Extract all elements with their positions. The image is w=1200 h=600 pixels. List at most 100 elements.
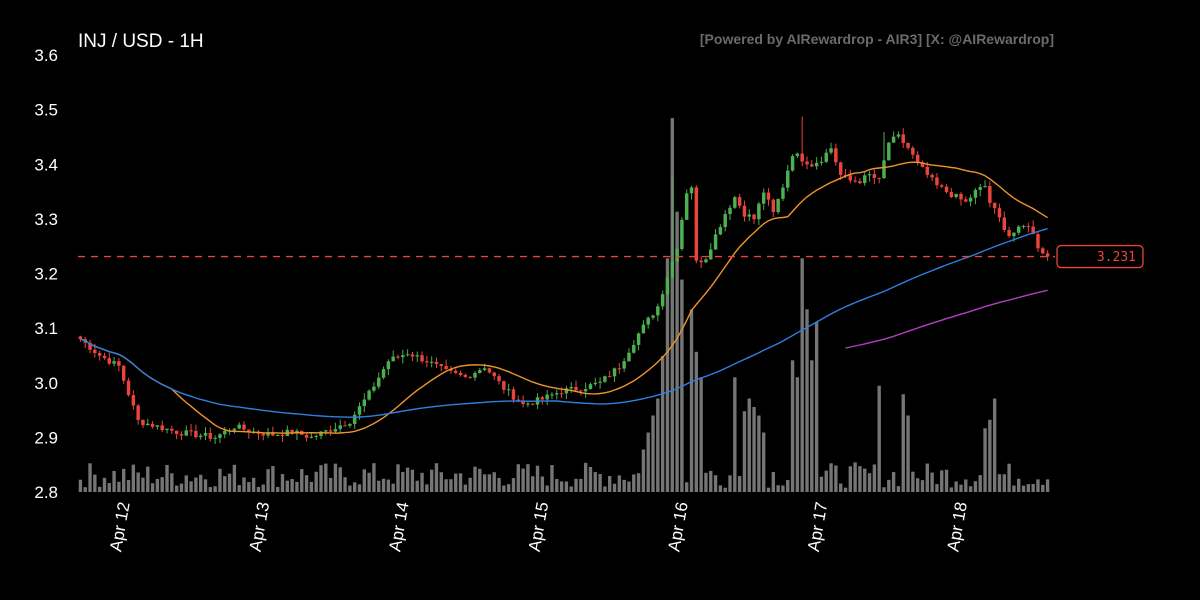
candle bbox=[473, 371, 477, 381]
candle bbox=[959, 192, 963, 206]
volume-bar bbox=[814, 322, 819, 492]
candle bbox=[920, 160, 925, 168]
candle-body bbox=[737, 197, 742, 206]
x-tick-label: Apr 18 bbox=[944, 500, 971, 553]
candle-body bbox=[155, 425, 160, 427]
candle-body bbox=[357, 406, 362, 415]
volume-bar bbox=[386, 479, 391, 492]
candle bbox=[665, 272, 670, 297]
candle-body bbox=[877, 177, 881, 179]
candle bbox=[891, 131, 896, 143]
candle bbox=[646, 316, 650, 329]
candle-body bbox=[444, 366, 448, 370]
candle-body bbox=[454, 370, 458, 373]
candle-body bbox=[665, 277, 670, 295]
candle bbox=[497, 373, 501, 385]
volume-bar bbox=[155, 478, 160, 492]
volume-bar bbox=[352, 482, 357, 492]
volume-bar bbox=[343, 477, 347, 492]
candle bbox=[102, 352, 107, 360]
candle bbox=[502, 380, 506, 394]
candle-body bbox=[906, 142, 910, 148]
volume-bar bbox=[131, 464, 136, 492]
candle-body bbox=[968, 197, 973, 202]
candle bbox=[478, 367, 482, 374]
candle-body bbox=[704, 259, 708, 263]
candle-body bbox=[728, 207, 732, 215]
volume-bar bbox=[992, 398, 997, 492]
volume-bar bbox=[362, 469, 366, 492]
candle bbox=[1036, 231, 1040, 252]
candle bbox=[463, 373, 468, 379]
candle bbox=[540, 396, 545, 405]
candle bbox=[771, 198, 776, 217]
candle bbox=[988, 181, 992, 208]
candle-body bbox=[487, 368, 492, 373]
volume-bar bbox=[829, 463, 833, 492]
volume-bar bbox=[83, 487, 87, 492]
volume-bar bbox=[891, 472, 896, 492]
candle-body bbox=[742, 205, 747, 217]
volume-bar bbox=[1007, 463, 1011, 492]
candle-body bbox=[574, 386, 578, 391]
candle-body bbox=[853, 180, 857, 182]
candle-body bbox=[848, 175, 853, 181]
volume-bar bbox=[718, 485, 723, 492]
volume-bar bbox=[232, 464, 237, 492]
candle-body bbox=[275, 434, 280, 436]
candle-body bbox=[872, 174, 877, 178]
ma_mid-line bbox=[80, 228, 1048, 418]
volume-bar bbox=[487, 474, 492, 492]
volume-bar bbox=[805, 309, 809, 492]
volume-bar bbox=[425, 484, 429, 492]
volume-bar bbox=[930, 472, 934, 492]
volume-bar bbox=[223, 476, 227, 492]
candle-body bbox=[810, 164, 814, 167]
volume-bar bbox=[78, 479, 83, 492]
candle bbox=[670, 177, 674, 279]
volume-bar bbox=[112, 470, 116, 492]
candle bbox=[964, 196, 968, 203]
candle bbox=[766, 188, 771, 206]
candle-body bbox=[790, 156, 795, 171]
y-tick-label: 3.4 bbox=[34, 155, 58, 174]
candle bbox=[314, 434, 318, 440]
volume-bar bbox=[415, 480, 419, 492]
candle bbox=[704, 257, 708, 264]
volume-bar bbox=[660, 356, 665, 492]
volume-bar bbox=[122, 468, 126, 492]
volume-bar bbox=[88, 463, 92, 492]
candle-body bbox=[381, 369, 386, 378]
candle bbox=[583, 382, 588, 398]
candle bbox=[179, 431, 184, 441]
volume-bar bbox=[146, 466, 150, 492]
volume-bar bbox=[251, 477, 256, 492]
volume-bar bbox=[454, 473, 458, 492]
volume-bar bbox=[968, 486, 973, 492]
candle-body bbox=[478, 370, 482, 373]
volume-bar bbox=[439, 472, 443, 492]
volume-bar bbox=[203, 479, 208, 492]
volume-bar bbox=[954, 481, 958, 492]
volume-bar bbox=[762, 432, 766, 492]
volume-bar bbox=[973, 481, 978, 492]
candle bbox=[83, 337, 87, 349]
candle-body bbox=[887, 142, 891, 161]
candle bbox=[405, 349, 410, 357]
candle bbox=[275, 434, 280, 436]
candle bbox=[1021, 224, 1026, 229]
candle-body bbox=[338, 425, 342, 429]
candle-body bbox=[603, 376, 607, 382]
candle bbox=[915, 151, 920, 166]
candle bbox=[612, 367, 617, 382]
candle bbox=[468, 375, 472, 379]
candle bbox=[632, 340, 636, 354]
candle-body bbox=[170, 428, 174, 431]
candle-body bbox=[973, 189, 978, 198]
candle-body bbox=[410, 354, 415, 357]
volume-bar bbox=[521, 468, 525, 492]
candle-body bbox=[593, 382, 598, 385]
candle bbox=[786, 164, 790, 192]
candle bbox=[247, 429, 251, 439]
